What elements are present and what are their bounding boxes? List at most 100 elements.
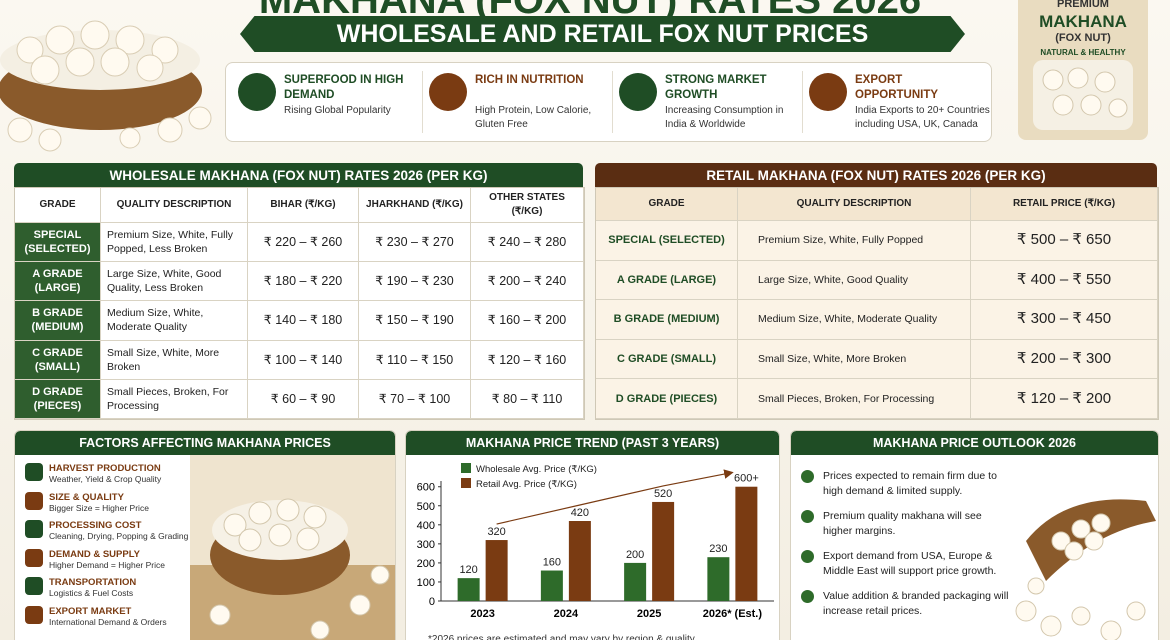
factor-desc: International Demand & Orders — [49, 616, 167, 627]
outlook-image — [1015, 499, 1156, 640]
factor-name: EXPORT MARKET — [49, 605, 132, 617]
price-cell: ₹ 120 – ₹ 160 — [471, 340, 584, 380]
value-label: 200 — [626, 549, 644, 561]
x-tick-label: 2025 — [637, 608, 661, 620]
feature: SUPERFOOD IN HIGH DEMAND Rising Global Po… — [232, 71, 417, 133]
x-tick-label: 2023 — [470, 608, 494, 620]
factors-panel: FACTORS AFFECTING MAKHANA PRICES HARVEST… — [14, 430, 396, 640]
factor-desc: Bigger Size = Higher Price — [49, 502, 149, 513]
grade-cell: B GRADE (MEDIUM) — [15, 301, 101, 341]
price-cell: ₹ 60 – ₹ 90 — [248, 379, 359, 419]
grade-cell: SPECIAL (SELECTED) — [15, 223, 101, 263]
description-cell: Large Size, White, Good Quality — [738, 260, 971, 301]
factor-desc: Cleaning, Drying, Popping & Grading — [49, 531, 189, 541]
feature-title: EXPORT OPPORTUNITY — [855, 74, 939, 101]
header-cell: GRADE — [15, 188, 101, 223]
bar — [652, 501, 675, 601]
bag-name: MAKHANA — [1039, 12, 1127, 31]
wholesale-title: WHOLESALE MAKHANA (FOX NUT) RATES 2026 (… — [109, 167, 488, 183]
factor-name: DEMAND & SUPPLY — [49, 548, 140, 560]
bag-tag: NATURAL & HEALTHY — [1040, 48, 1126, 57]
price-cell: ₹ 140 – ₹ 180 — [248, 301, 359, 341]
value-label: 420 — [571, 507, 589, 519]
wholesale-title-bar: WHOLESALE MAKHANA (FOX NUT) RATES 2026 (… — [14, 163, 583, 187]
outlook-title: MAKHANA PRICE OUTLOOK 2026 — [872, 436, 1077, 450]
y-tick-label: 100 — [417, 577, 435, 589]
chart-panel: MAKHANA PRICE TREND (PAST 3 YEARS) 0 100 2… — [405, 430, 780, 640]
price-cell: ₹ 230 – ₹ 270 — [359, 223, 471, 263]
bar — [568, 521, 591, 601]
price-cell: ₹ 150 – ₹ 190 — [359, 301, 471, 341]
feature-desc: High Protein, Low Calorie, Gluten Free — [475, 105, 592, 130]
grade-cell: SPECIAL (SELECTED) — [596, 221, 738, 261]
bar — [735, 486, 758, 601]
feature: STRONG MARKET GROWTH Increasing Consumpti… — [612, 71, 798, 133]
outlook-item: Value addition & branded packaging will … — [823, 590, 1009, 617]
grade-cell: D GRADE (PIECES) — [596, 379, 738, 419]
price-cell: ₹ 160 – ₹ 200 — [471, 301, 584, 341]
factor-name: SIZE & QUALITY — [49, 491, 124, 503]
legend-label: Wholesale Avg. Price (₹/KG) — [476, 464, 597, 475]
legend-label: Retail Avg. Price (₹/KG) — [476, 479, 577, 490]
factor-name: PROCESSING COST — [49, 520, 142, 531]
description-cell: Medium Size, White, Moderate Quality — [101, 301, 248, 341]
price-cell: ₹ 500 – ₹ 650 — [971, 221, 1158, 261]
factor-desc: Higher Demand = Higher Price — [49, 559, 165, 570]
price-cell: ₹ 220 – ₹ 260 — [248, 223, 359, 263]
retail-title: RETAIL MAKHANA (FOX NUT) RATES 2026 (PER… — [706, 167, 1046, 183]
price-cell: ₹ 180 – ₹ 220 — [248, 262, 359, 302]
outlook-title-bar: MAKHANA PRICE OUTLOOK 2026 — [791, 431, 1158, 455]
value-label: 520 — [654, 488, 672, 500]
check-icon — [801, 510, 814, 523]
feature-desc: Increasing Consumption in India & Worldw… — [665, 105, 784, 130]
check-icon — [801, 550, 814, 563]
bag-top: PREMIUM — [1057, 0, 1109, 10]
factor-icon — [25, 605, 43, 624]
bar — [624, 562, 647, 601]
trend-arrow — [496, 469, 734, 525]
retail-table: GRADE QUALITY DESCRIPTION RETAIL PRICE (₹/… — [595, 187, 1159, 420]
price-cell: ₹ 200 – ₹ 300 — [971, 339, 1158, 380]
outlook-item: Export demand from USA, Europe & Middle … — [823, 550, 997, 577]
y-tick-label: 300 — [417, 539, 435, 551]
makhana-bowl — [0, 20, 212, 152]
value-label: 320 — [487, 526, 505, 538]
price-cell: ₹ 80 – ₹ 110 — [471, 379, 584, 419]
feature: RICH IN NUTRITION High Protein, Low Calor… — [422, 71, 608, 133]
outlook-panel: MAKHANA PRICE OUTLOOK 2026 Prices expect… — [790, 430, 1159, 640]
bar — [485, 540, 508, 601]
grade-cell: A GRADE (LARGE) — [15, 262, 101, 302]
y-tick-label: 500 — [417, 501, 435, 513]
feature-icon — [238, 73, 276, 111]
feature-icon — [619, 73, 657, 111]
factors-title-bar: FACTORS AFFECTING MAKHANA PRICES — [15, 431, 395, 455]
bag-sub: (FOX NUT) — [1055, 32, 1111, 44]
grade-cell: B GRADE (MEDIUM) — [596, 300, 738, 340]
factor-icon — [25, 520, 43, 538]
description-cell: Small Pieces, Broken, For Processing — [101, 379, 248, 419]
retail-title-bar: RETAIL MAKHANA (FOX NUT) RATES 2026 (PER… — [595, 163, 1157, 187]
description-cell: Large Size, White, Good Quality, Less Br… — [101, 262, 248, 302]
description-cell: Small Size, White, More Broken — [101, 340, 248, 380]
factor-desc: Logistics & Fuel Costs — [49, 588, 134, 598]
feature-title: RICH IN NUTRITION — [475, 74, 584, 86]
product-bag: PREMIUM MAKHANA (FOX NUT) NATURAL & HEAL… — [1018, 0, 1148, 140]
feature: EXPORT OPPORTUNITY India Exports to 20+ C… — [802, 71, 990, 133]
price-cell: ₹ 120 – ₹ 200 — [971, 379, 1158, 419]
grade-cell: C GRADE (SMALL) — [15, 340, 101, 380]
x-tick-label: 2024 — [554, 608, 579, 620]
y-tick-label: 0 — [429, 596, 435, 608]
feature-title: SUPERFOOD IN HIGH DEMAND — [284, 74, 404, 101]
outlook-item: Premium quality makhana will see higher … — [823, 510, 982, 537]
description-cell: Small Size, White, More Broken — [738, 339, 971, 380]
description-cell: Medium Size, White, Moderate Quality — [738, 300, 971, 340]
price-cell: ₹ 240 – ₹ 280 — [471, 223, 584, 263]
grade-cell: C GRADE (SMALL) — [596, 339, 738, 380]
bag-window — [1033, 60, 1133, 130]
description-cell: Small Pieces, Broken, For Processing — [738, 379, 971, 419]
feature-icon — [429, 73, 467, 111]
outlook-item: Prices expected to remain firm due to hi… — [823, 470, 997, 497]
header-cell: BIHAR (₹/KG) — [248, 188, 359, 223]
factors-image — [190, 455, 395, 640]
